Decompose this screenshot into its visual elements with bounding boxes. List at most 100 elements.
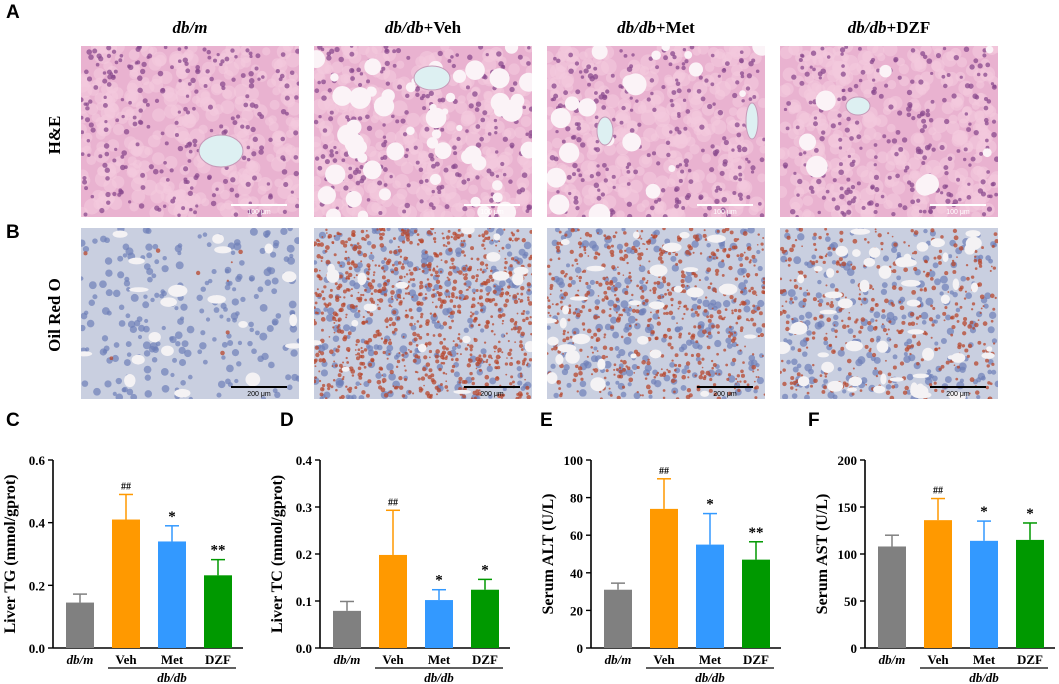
tissue-texture xyxy=(81,46,299,217)
y-tick-label: 60 xyxy=(570,528,583,543)
group-label: db/db xyxy=(424,670,454,684)
tissue-texture xyxy=(81,228,299,399)
y-axis-label: Serum AST (U/L) xyxy=(814,494,831,615)
bar-met xyxy=(970,540,998,648)
y-tick-label: 0 xyxy=(851,641,858,656)
y-tick-label: 150 xyxy=(838,500,858,515)
significance-mark-dzf: ** xyxy=(749,525,764,541)
x-tick-label-dbm: db/m xyxy=(879,652,906,667)
y-tick-label: 0.0 xyxy=(29,641,45,656)
significance-mark-veh: ## xyxy=(121,481,131,492)
bar-veh xyxy=(112,519,140,648)
micrograph-oil-veh: 200 μm xyxy=(314,228,532,399)
y-tick-label: 200 xyxy=(838,453,858,468)
x-tick-label-dbm: db/m xyxy=(334,652,361,667)
y-tick-label: 0.2 xyxy=(29,578,45,593)
scale-bar xyxy=(464,386,520,388)
y-tick-label: 0.6 xyxy=(29,453,46,468)
micrograph-he-dzf: 100 μm xyxy=(780,46,998,217)
micrograph-he-met: 100 μm xyxy=(547,46,765,217)
y-tick-label: 0 xyxy=(577,641,584,656)
y-tick-label: 0.4 xyxy=(296,453,313,468)
x-tick-label-veh: Veh xyxy=(927,652,949,667)
bar-veh xyxy=(650,508,678,648)
scale-bar xyxy=(697,386,753,388)
scale-bar xyxy=(930,204,986,206)
chart-2: 0 20 40 60 80 100 Serum ALT (U/L) db/m ## Veh * Met… xyxy=(540,453,781,684)
vessel-lumen xyxy=(596,116,614,146)
y-axis-label: Serum ALT (U/L) xyxy=(540,494,557,615)
group-label: db/db xyxy=(157,670,187,684)
x-tick-label-met: Met xyxy=(161,652,184,667)
x-tick-label-dzf: DZF xyxy=(472,652,498,667)
tissue-texture xyxy=(780,46,998,217)
bar-dbm xyxy=(333,610,361,648)
panel-letter-b: B xyxy=(6,222,20,243)
y-axis-label: Liver TC (mmol/gprot) xyxy=(269,475,286,633)
bar-dbm xyxy=(604,589,632,648)
scale-bar-label: 100 μm xyxy=(480,209,504,216)
bar-met xyxy=(158,541,186,648)
micrograph-oil-dbm: 200 μm xyxy=(81,228,299,399)
x-tick-label-dzf: DZF xyxy=(1017,652,1043,667)
significance-mark-met: * xyxy=(435,573,443,589)
column-header-dbm: db/m xyxy=(172,18,208,37)
scale-bar-label: 200 μm xyxy=(480,391,504,398)
y-tick-label: 100 xyxy=(838,547,858,562)
vessel-lumen xyxy=(198,134,244,168)
scale-bar-label: 200 μm xyxy=(713,391,737,398)
bar-dbm xyxy=(66,602,94,648)
y-tick-label: 40 xyxy=(570,566,583,581)
tissue-texture xyxy=(314,228,532,399)
x-tick-label-met: Met xyxy=(699,652,722,667)
scale-bar xyxy=(231,204,287,206)
y-tick-label: 100 xyxy=(564,453,584,468)
tissue-background xyxy=(81,228,299,399)
y-tick-label: 0.0 xyxy=(296,641,312,656)
micrograph-he-dbm: 100 μm xyxy=(81,46,299,217)
bar-dzf xyxy=(204,575,232,648)
x-tick-label-dbm: db/m xyxy=(605,652,632,667)
y-tick-label: 0.2 xyxy=(296,547,312,562)
x-tick-label-dzf: DZF xyxy=(743,652,769,667)
x-tick-label-veh: Veh xyxy=(382,652,404,667)
bar-dzf xyxy=(471,589,499,648)
vessel-lumen xyxy=(413,65,451,91)
bar-met xyxy=(425,600,453,648)
x-tick-label-veh: Veh xyxy=(653,652,675,667)
tissue-texture xyxy=(547,228,765,399)
vessel-lumen xyxy=(845,96,871,116)
x-tick-label-met: Met xyxy=(973,652,996,667)
y-tick-label: 0.1 xyxy=(296,594,312,609)
y-tick-label: 20 xyxy=(570,603,583,618)
x-tick-label-dzf: DZF xyxy=(205,652,231,667)
column-header-veh: db/db+Veh xyxy=(384,18,462,37)
y-tick-label: 50 xyxy=(844,594,857,609)
scale-bar xyxy=(930,386,986,388)
bar-veh xyxy=(924,520,952,648)
vessel-lumen xyxy=(745,102,759,140)
micrograph-he-veh: 100 μm xyxy=(314,46,532,217)
bar-met xyxy=(696,544,724,648)
y-tick-label: 0.3 xyxy=(296,500,313,515)
significance-mark-dzf: ** xyxy=(211,543,226,559)
tissue-texture xyxy=(547,46,765,217)
significance-mark-veh: ## xyxy=(659,466,669,477)
panel-letter-f: F xyxy=(808,410,820,431)
chart-0: 0.0 0.2 0.4 0.6 Liver TG (mmol/gprot) db/m ## V… xyxy=(2,453,243,684)
y-axis-label: Liver TG (mmol/gprot) xyxy=(2,474,19,633)
y-tick-label: 80 xyxy=(570,491,583,506)
micrograph-oil-dzf: 200 μm xyxy=(780,228,998,399)
significance-mark-dzf: * xyxy=(1026,506,1034,522)
significance-mark-met: * xyxy=(980,504,988,520)
scale-bar-label: 200 μm xyxy=(247,391,271,398)
bar-dbm xyxy=(878,546,906,648)
x-tick-label-veh: Veh xyxy=(115,652,137,667)
panel-letter-a: A xyxy=(6,2,20,23)
tissue-texture xyxy=(780,228,998,399)
column-header-dzf: db/db+DZF xyxy=(847,18,931,37)
scale-bar-label: 200 μm xyxy=(946,391,970,398)
scale-bar-label: 100 μm xyxy=(247,209,271,216)
group-label: db/db xyxy=(969,670,999,684)
